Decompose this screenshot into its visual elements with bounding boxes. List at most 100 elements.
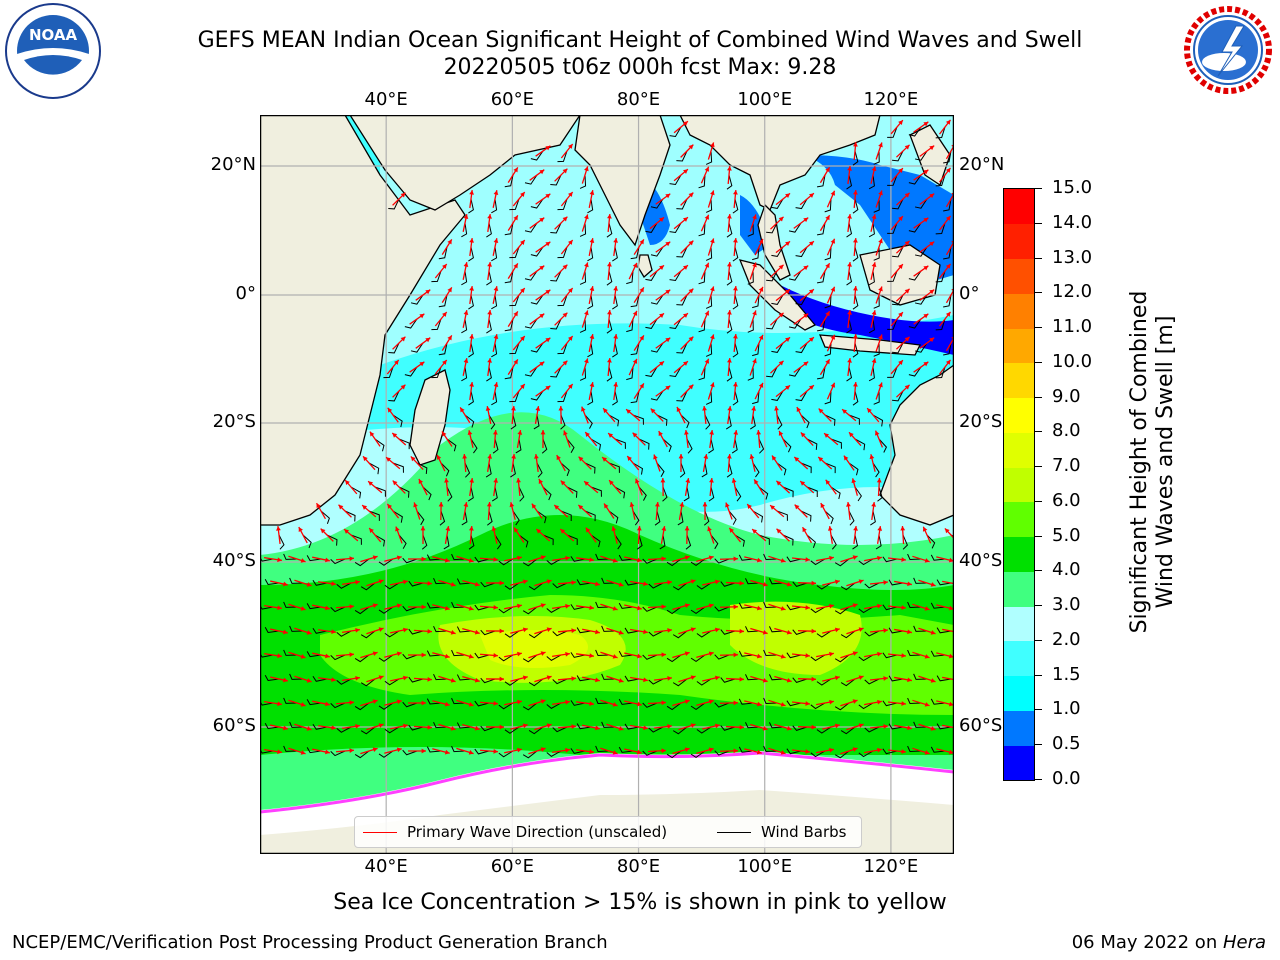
wave-arrow-head — [325, 605, 330, 611]
wind-barb — [306, 555, 322, 562]
wave-arrow-head — [658, 431, 663, 437]
chart-title: GEFS MEAN Indian Ocean Significant Heigh… — [197, 28, 1083, 53]
wave-arrow-head — [467, 430, 473, 436]
wave-arrow-head — [805, 557, 810, 562]
wind-barb — [714, 750, 730, 756]
wind-barb — [782, 486, 794, 498]
wave-arrow-head — [589, 557, 594, 562]
wind-barb — [824, 390, 832, 405]
wave-arrow-head — [731, 478, 737, 483]
wave-arrow-head — [413, 502, 418, 508]
wave-arrow-head — [667, 676, 672, 681]
wave-arrow-head — [612, 702, 618, 707]
wave-arrow-head — [444, 749, 450, 755]
wind-barb — [416, 462, 428, 474]
wind-barb — [766, 366, 778, 378]
wave-arrow-head — [803, 265, 809, 271]
wave-arrow-head — [447, 239, 452, 245]
wave-arrow-head — [442, 360, 447, 365]
wave-arrow-head — [710, 382, 715, 388]
wind-barb — [618, 746, 634, 753]
wind-barb — [595, 697, 610, 704]
wave-arrow-head — [585, 432, 590, 437]
wave-arrow-head — [403, 723, 408, 729]
wind-barb — [852, 150, 859, 166]
wind-barb — [672, 678, 688, 687]
wave-arrow-head — [629, 502, 635, 508]
wind-barb — [908, 366, 922, 377]
wave-arrow-head — [540, 699, 546, 704]
wind-barb — [542, 534, 554, 546]
wind-barb — [491, 198, 498, 214]
wave-arrow-head — [627, 456, 632, 461]
wind-barb — [504, 222, 514, 236]
wind-barb — [656, 462, 665, 477]
wave-arrow-head — [276, 526, 281, 531]
wave-arrow-head — [607, 214, 612, 219]
wave-arrow — [942, 676, 954, 681]
wind-barb — [738, 602, 754, 609]
wave-arrow-head — [811, 724, 816, 730]
wind-barb — [552, 678, 568, 685]
wave-arrow-head — [325, 749, 330, 755]
wave-arrow-head — [808, 337, 814, 342]
wind-barb — [402, 653, 418, 660]
wave-arrow-head — [540, 603, 546, 608]
wind-barb — [601, 577, 616, 584]
credit-date: 06 May 2022 on — [1071, 932, 1223, 953]
wave-arrow-head — [847, 358, 852, 363]
wave-arrow-head — [560, 529, 566, 534]
wave-arrow-head — [636, 526, 642, 531]
wind-barb — [612, 390, 618, 406]
wind-barb — [524, 270, 538, 281]
wind-barb — [530, 150, 544, 161]
wind-barb — [800, 510, 812, 522]
wind-barb — [480, 677, 496, 684]
wind-barb — [485, 462, 492, 478]
wave-arrow-head — [829, 555, 834, 561]
wind-barb — [368, 462, 380, 475]
wave-arrow-head — [468, 558, 474, 563]
wave-arrow-head — [901, 701, 906, 706]
wave-arrow-head — [808, 289, 814, 294]
wave-arrow-head — [584, 166, 589, 172]
wind-barb — [584, 414, 593, 429]
wind-barb — [738, 698, 754, 705]
wind-barb — [738, 746, 754, 753]
wind-barb — [913, 577, 928, 584]
wave-arrow-head — [325, 653, 330, 659]
wave-arrow-head — [349, 652, 354, 658]
wave-arrow-head — [306, 582, 312, 587]
wave-arrow-head — [805, 605, 810, 610]
wind-barb — [752, 390, 760, 405]
wave-arrow-head — [643, 629, 648, 635]
wave-arrow-head — [608, 433, 614, 438]
wave-arrow-head — [560, 480, 566, 486]
wave-arrow-head — [898, 216, 903, 222]
wave-arrow-head — [871, 214, 877, 220]
wind-barb — [792, 725, 808, 731]
colorbar-tick-label: 8.0 — [1052, 420, 1081, 442]
wave-arrow-head — [540, 747, 546, 752]
wind-barb — [584, 462, 596, 474]
wind-barb — [679, 462, 686, 478]
wave-arrow-head — [876, 478, 882, 483]
wave-arrow-head — [469, 334, 474, 339]
wind-barb — [650, 198, 664, 209]
wave-arrow-head — [513, 359, 518, 365]
wave-arrow-head — [771, 455, 777, 461]
wave-arrow-head — [752, 214, 757, 220]
wave-arrow-head — [468, 606, 474, 611]
wind-barb — [875, 534, 882, 550]
wind-barb — [632, 414, 644, 425]
wind-barb — [708, 438, 714, 454]
wave-arrow-head — [493, 334, 499, 339]
wave-arrow-head — [756, 701, 762, 707]
wave-arrow-head — [396, 555, 402, 561]
wind-barb — [858, 702, 874, 710]
legend-wind-barbs: Wind Barbs — [717, 823, 846, 841]
wave-arrow-head — [632, 310, 638, 316]
wave-arrow-head — [425, 289, 431, 295]
wave-arrow-head — [618, 678, 624, 683]
wind-barb — [579, 318, 587, 333]
